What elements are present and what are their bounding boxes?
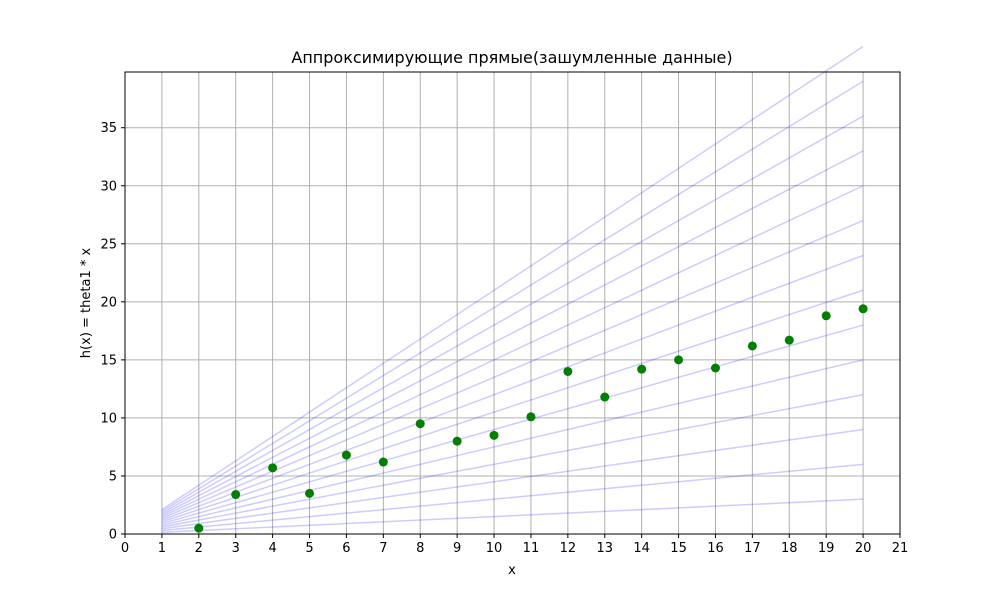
x-ticks: 0 1 2 3 4 5 6 7 8 9 10 11 12 13 14 15 16 17 18 19 20 21	[121, 534, 908, 556]
y-tick-label: 20	[100, 295, 117, 310]
approximating-line	[161, 289, 864, 523]
plot-frame	[124, 71, 901, 535]
data-point	[378, 457, 388, 467]
x-tick-label: 15	[670, 541, 687, 556]
approximating-line	[161, 428, 864, 530]
data-point	[637, 364, 647, 374]
x-tick-label: 17	[744, 541, 761, 556]
approximating-line	[161, 219, 864, 520]
y-axis-label: h(x) = theta1 * x	[79, 248, 94, 359]
data-point	[231, 490, 241, 500]
x-tick-label: 10	[486, 541, 503, 556]
approximating-line	[161, 80, 864, 513]
data-point	[526, 412, 536, 422]
data-point	[784, 335, 794, 345]
y-tick-label: 0	[109, 528, 117, 543]
data-point	[415, 419, 425, 429]
data-point	[563, 366, 573, 376]
x-tick-label: 8	[416, 541, 424, 556]
approximating-line	[161, 324, 864, 525]
y-tick-label: 10	[100, 411, 117, 426]
approximating-lines	[161, 45, 864, 534]
x-tick-label: 9	[453, 541, 461, 556]
approximating-line	[161, 185, 864, 518]
approximating-line	[161, 393, 864, 528]
x-tick-label: 1	[158, 541, 166, 556]
approximating-line	[161, 254, 864, 521]
data-point	[674, 355, 684, 365]
data-point	[341, 450, 351, 460]
approximating-line	[161, 498, 864, 534]
data-point	[600, 392, 610, 402]
data-point	[489, 430, 499, 440]
y-tick-label: 35	[100, 121, 117, 136]
x-tick-label: 7	[379, 541, 387, 556]
data-point	[710, 363, 720, 373]
x-tick-label: 6	[342, 541, 350, 556]
plot-background	[125, 72, 900, 534]
data-point	[747, 341, 757, 351]
y-tick-label: 25	[100, 237, 117, 252]
x-tick-label: 0	[121, 541, 129, 556]
approximating-line	[161, 359, 864, 527]
x-tick-label: 5	[305, 541, 313, 556]
x-tick-label: 20	[855, 541, 872, 556]
x-tick-label: 18	[781, 541, 798, 556]
data-point	[452, 436, 462, 446]
approximating-line	[161, 150, 864, 516]
x-tick-label: 11	[523, 541, 540, 556]
x-tick-label: 14	[633, 541, 650, 556]
data-point	[268, 463, 278, 473]
data-point	[821, 311, 831, 321]
x-axis-label: x	[508, 563, 516, 578]
x-tick-label: 4	[268, 541, 276, 556]
x-tick-label: 21	[892, 541, 909, 556]
x-tick-label: 12	[560, 541, 577, 556]
x-tick-label: 3	[232, 541, 240, 556]
approximating-line	[161, 463, 864, 532]
y-ticks: 0 5 10 15 20 25 30 35	[100, 121, 125, 543]
x-tick-label: 16	[707, 541, 724, 556]
data-point	[194, 523, 204, 533]
approximating-line	[161, 45, 864, 511]
y-tick-label: 15	[100, 353, 117, 368]
chart-title: Аппроксимирующие прямые(зашумленные данн…	[291, 48, 732, 67]
data-point	[858, 304, 868, 314]
data-points	[194, 304, 868, 533]
data-point	[305, 488, 315, 498]
approximating-line	[161, 115, 864, 514]
y-tick-label: 5	[109, 469, 117, 484]
x-tick-label: 2	[195, 541, 203, 556]
y-tick-label: 30	[100, 179, 117, 194]
x-tick-label: 13	[596, 541, 613, 556]
x-tick-label: 19	[818, 541, 835, 556]
